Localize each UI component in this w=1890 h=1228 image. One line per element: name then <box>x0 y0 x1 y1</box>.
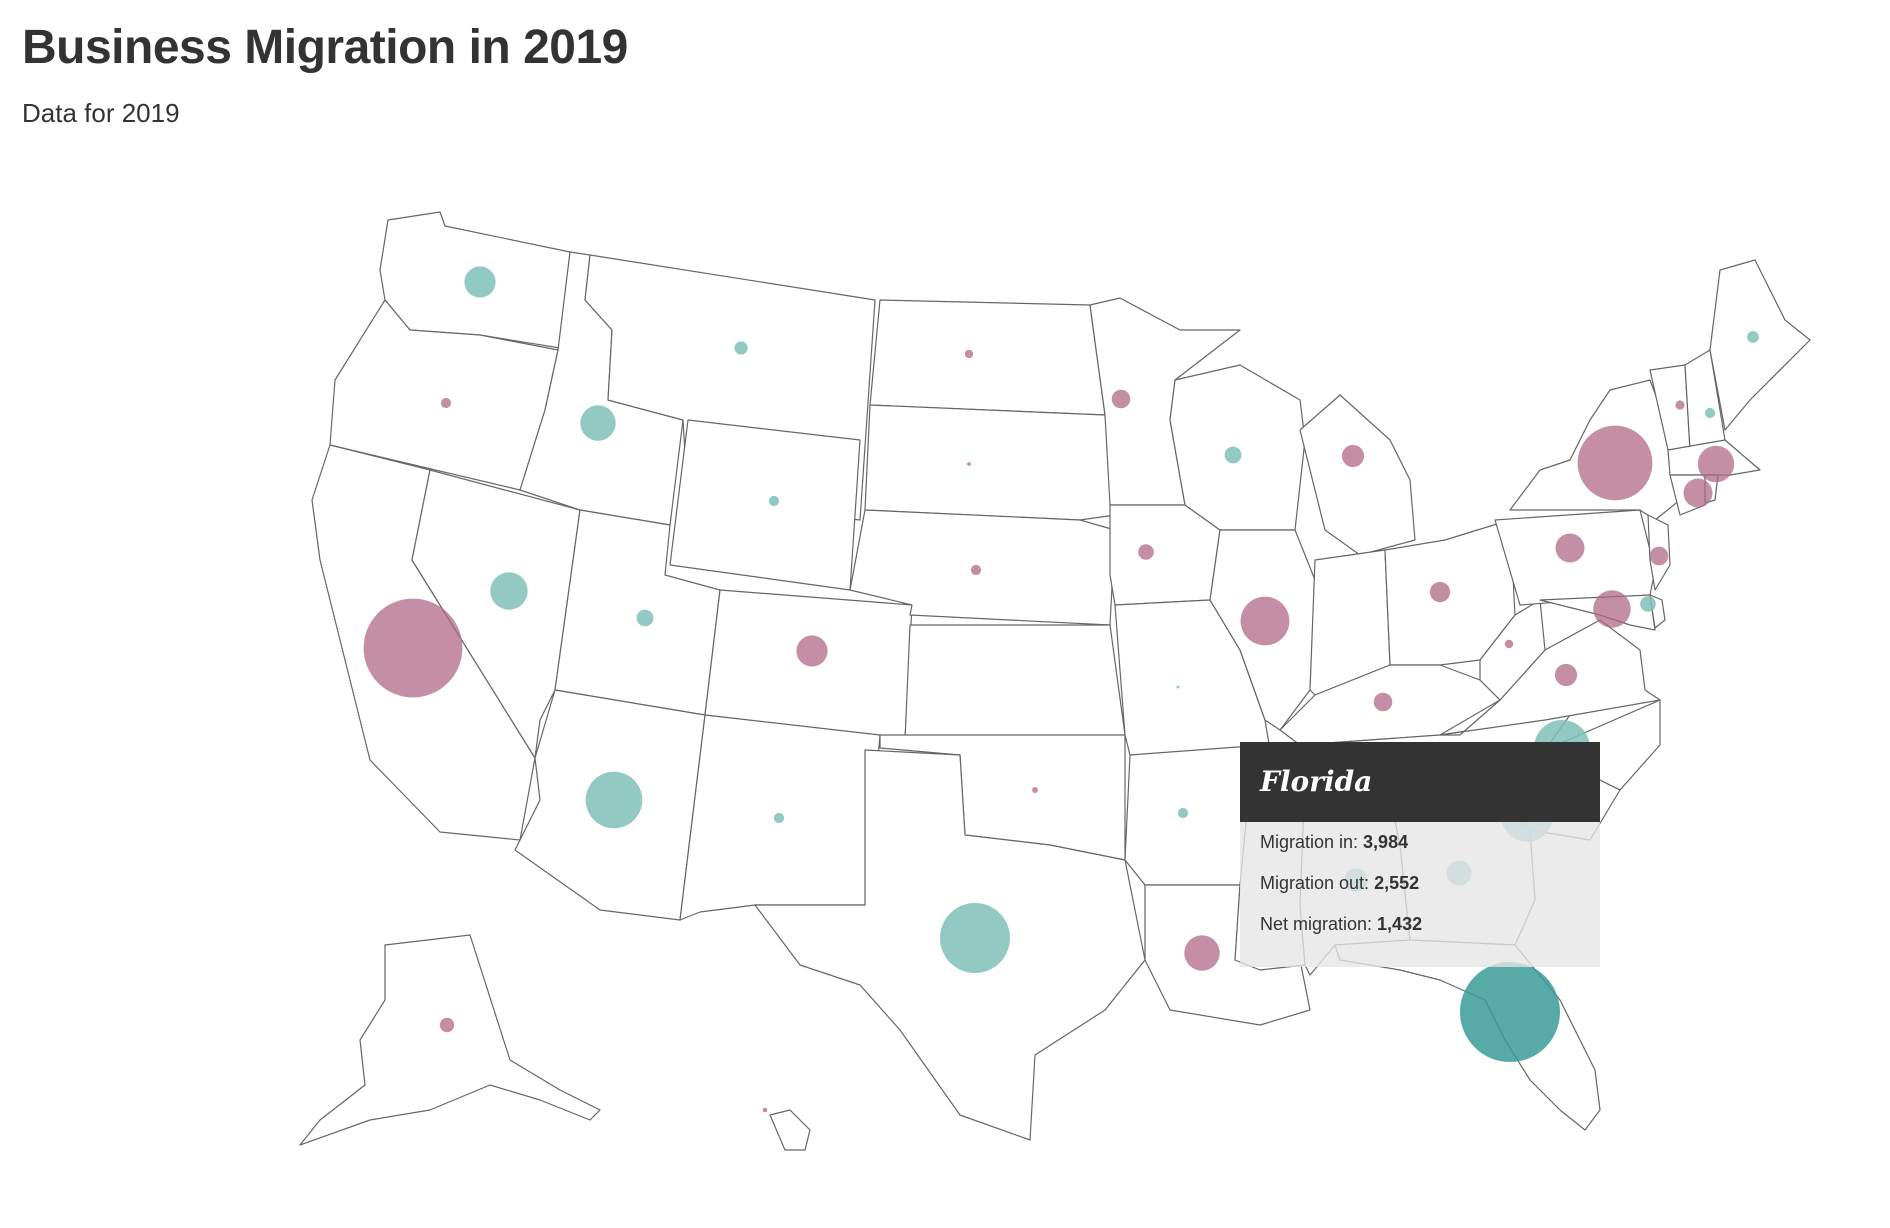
tooltip-state-name: Florida <box>1240 742 1600 822</box>
state-boundaries <box>299 211 1811 1151</box>
state-kansas[interactable] <box>904 624 1126 741</box>
bubble-louisiana[interactable] <box>1184 935 1220 971</box>
tooltip-label: Migration out: <box>1260 873 1375 893</box>
bubble-virginia[interactable] <box>1554 663 1578 687</box>
bubble-minnesota[interactable] <box>1111 389 1131 409</box>
bubble-new-jersey[interactable] <box>1649 546 1669 566</box>
bubble-missouri[interactable] <box>1176 685 1180 689</box>
bubble-maine[interactable] <box>1747 331 1759 343</box>
bubble-texas[interactable] <box>940 903 1010 973</box>
state-west-virginia[interactable] <box>1479 599 1546 701</box>
state-iowa[interactable] <box>1109 504 1221 606</box>
bubble-arkansas[interactable] <box>1177 807 1189 819</box>
bubble-florida[interactable] <box>1460 962 1560 1062</box>
state-south-dakota[interactable] <box>864 404 1116 521</box>
bubble-montana[interactable] <box>734 341 748 355</box>
bubble-arizona[interactable] <box>585 771 643 829</box>
state-maine[interactable] <box>1709 259 1811 431</box>
state-tooltip: Florida Migration in: 3,984 Migration ou… <box>1240 742 1600 967</box>
bubble-maryland[interactable] <box>1593 590 1631 628</box>
bubble-wisconsin[interactable] <box>1224 446 1242 464</box>
bubble-new-york[interactable] <box>1577 425 1653 501</box>
bubble-nebraska[interactable] <box>970 564 982 576</box>
tooltip-value: 2,552 <box>1374 873 1420 893</box>
bubble-pennsylvania[interactable] <box>1555 533 1585 563</box>
bubble-kentucky[interactable] <box>1373 692 1393 712</box>
state-wyoming[interactable] <box>669 419 861 591</box>
bubble-iowa[interactable] <box>1138 544 1154 560</box>
tooltip-net-migration: Net migration: 1,432 <box>1240 904 1600 945</box>
tooltip-migration-out: Migration out: 2,552 <box>1240 863 1600 904</box>
bubble-utah[interactable] <box>636 609 654 627</box>
bubble-nevada[interactable] <box>490 572 528 610</box>
bubble-washington[interactable] <box>464 266 496 298</box>
state-alaska[interactable] <box>299 934 601 1146</box>
tooltip-migration-in: Migration in: 3,984 <box>1240 822 1600 863</box>
bubble-california[interactable] <box>363 598 463 698</box>
tooltip-label: Migration in: <box>1260 832 1364 852</box>
bubble-wyoming[interactable] <box>768 495 780 507</box>
bubble-illinois[interactable] <box>1240 596 1290 646</box>
tooltip-label: Net migration: <box>1260 914 1378 934</box>
bubble-michigan[interactable] <box>1341 444 1365 468</box>
bubble-oklahoma[interactable] <box>1032 787 1038 793</box>
bubble-delaware[interactable] <box>1640 596 1656 612</box>
bubble-south-dakota[interactable] <box>967 462 971 466</box>
tooltip-value: 1,432 <box>1377 914 1423 934</box>
bubble-vermont[interactable] <box>1675 400 1685 410</box>
bubble-new-hampshire[interactable] <box>1704 407 1716 419</box>
state-hawaii[interactable] <box>769 1109 811 1151</box>
bubble-new-mexico[interactable] <box>773 812 785 824</box>
bubble-alaska[interactable] <box>439 1017 455 1033</box>
page-subtitle: Data for 2019 <box>22 98 180 128</box>
state-michigan[interactable] <box>1299 394 1416 556</box>
bubble-oregon[interactable] <box>440 397 452 409</box>
bubble-west-virginia[interactable] <box>1504 639 1514 649</box>
bubble-colorado[interactable] <box>796 635 828 667</box>
bubble-connecticut[interactable] <box>1683 478 1713 508</box>
bubble-idaho[interactable] <box>580 405 616 441</box>
bubble-massachusetts[interactable] <box>1697 445 1735 483</box>
bubble-hawaii[interactable] <box>762 1107 768 1113</box>
tooltip-value: 3,984 <box>1363 832 1409 852</box>
page-title: Business Migration in 2019 <box>22 21 628 74</box>
bubble-ohio[interactable] <box>1429 581 1451 603</box>
state-north-dakota[interactable] <box>869 299 1106 416</box>
migration-bubbles <box>363 266 1759 1113</box>
state-wisconsin[interactable] <box>1169 364 1306 531</box>
bubble-north-dakota[interactable] <box>964 349 974 359</box>
state-nebraska[interactable] <box>849 509 1116 626</box>
